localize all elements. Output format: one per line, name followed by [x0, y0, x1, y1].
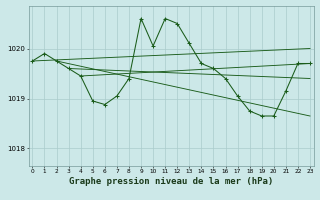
X-axis label: Graphe pression niveau de la mer (hPa): Graphe pression niveau de la mer (hPa): [69, 177, 273, 186]
